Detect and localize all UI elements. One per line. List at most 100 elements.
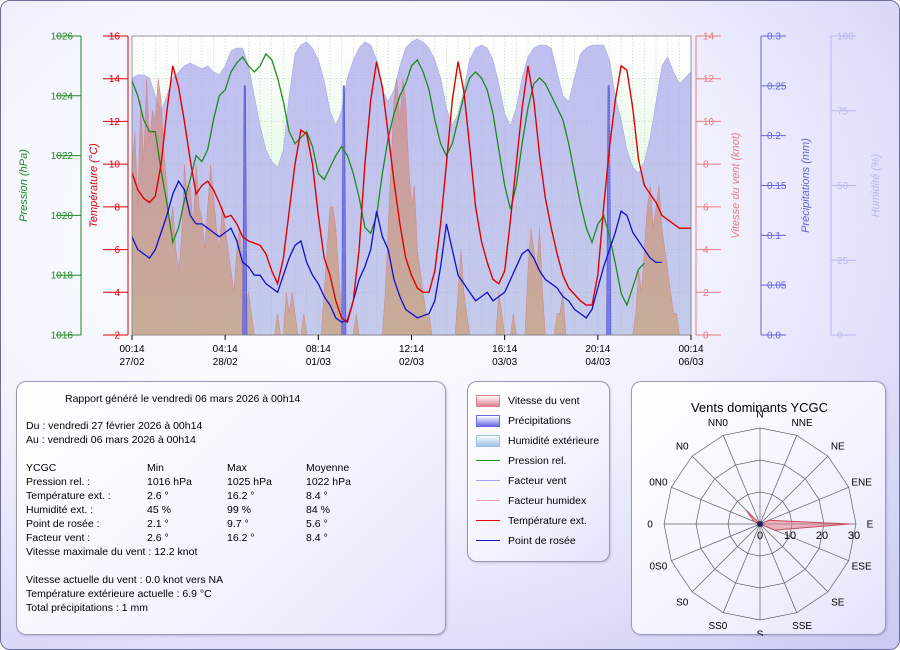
report-row-label: Pression rel. : (26, 476, 91, 488)
rose-spoke (722, 523, 761, 613)
pressure-tick-label: 1020 (51, 211, 74, 222)
legend-label: Humidité extérieure (508, 435, 600, 447)
temperature-axis-title: Température (°C) (88, 143, 100, 228)
temperature-tick-label: 6 (114, 245, 120, 256)
x-tick-time: 04:14 (213, 344, 238, 355)
x-tick-date: 03/03 (492, 357, 517, 368)
rose-spoke (691, 523, 761, 593)
humidity-tick-label: 100 (837, 32, 854, 43)
report-row-min: 2.1 ° (147, 518, 169, 530)
report-row-label: Facteur vent : (26, 532, 91, 544)
legend-swatch (476, 500, 500, 501)
report-panel: Rapport généré le vendredi 06 mars 2026 … (16, 381, 446, 635)
report-from: Du : vendredi 27 février 2026 à 00h14 (26, 420, 203, 432)
rose-spoke (722, 435, 761, 525)
rose-ring-label: 20 (816, 530, 828, 542)
report-current-wind: Vitesse actuelle du vent : 0.0 knot vers… (26, 574, 224, 586)
x-tick-date: 01/03 (306, 357, 331, 368)
report-row-avg: 1022 hPa (306, 476, 351, 488)
precip-tick-label: 0.1 (767, 231, 781, 242)
temperature-tick-label: 12 (109, 117, 121, 128)
precip-tick-label: 0.2 (767, 131, 781, 142)
report-current-temp: Température extérieure actuelle : 6.9 °C (26, 588, 212, 600)
wind-tick-label: 8 (703, 160, 709, 171)
legend-label: Pression rel. (508, 455, 567, 467)
temperature-tick-label: 2 (114, 331, 120, 342)
legend-item: Vitesse du vent (468, 394, 611, 408)
precip-axis-title: Précipitations (mm) (800, 138, 812, 233)
rose-direction-label: SE (831, 597, 845, 608)
report-generated: Rapport généré le vendredi 06 mars 2026 … (65, 393, 301, 405)
humidity-tick-label: 0 (837, 331, 843, 342)
report-header-station: YCGC (26, 462, 57, 474)
report-to: Au : vendredi 06 mars 2026 à 00h14 (26, 434, 196, 446)
humidity-tick-label: 50 (837, 181, 849, 192)
rose-direction-label: S (757, 630, 764, 637)
legend-item: Précipitations (468, 414, 611, 428)
legend-label: Point de rosée (508, 535, 576, 547)
wind-tick-label: 6 (703, 202, 709, 213)
x-tick-time: 08:14 (306, 344, 331, 355)
report-row-min: 2.6 ° (147, 532, 169, 544)
report-row-min: 45 % (147, 504, 171, 516)
x-tick-date: 04/03 (585, 357, 610, 368)
x-tick-time: 16:14 (492, 344, 517, 355)
report-row-avg: 84 % (306, 504, 330, 516)
legend-item: Humidité extérieure (468, 434, 611, 448)
legend-item: Point de rosée (468, 534, 611, 548)
temperature-tick-label: 16 (109, 32, 121, 43)
pressure-tick-label: 1026 (51, 32, 74, 43)
rose-spoke (759, 435, 798, 525)
legend-item: Facteur humidex (468, 494, 611, 508)
rose-spoke (759, 455, 829, 525)
report-row-max: 16.2 ° (227, 490, 255, 502)
legend-swatch (476, 540, 500, 541)
report-row-max: 1025 hPa (227, 476, 272, 488)
legend-label: Vitesse du vent (508, 395, 580, 407)
rose-direction-label: N0 (676, 442, 689, 453)
report-header-avg: Moyenne (306, 462, 350, 474)
x-tick-date: 27/02 (119, 357, 144, 368)
rose-center (757, 521, 763, 527)
x-tick-time: 00:14 (119, 344, 144, 355)
legend-label: Facteur humidex (508, 495, 587, 507)
report-total-precip: Total précipitations : 1 mm (26, 602, 148, 614)
report-row-avg: 5.6 ° (306, 518, 328, 530)
legend-item: Facteur vent (468, 474, 611, 488)
report-max-wind: Vitesse maximale du vent : 12.2 knot (26, 546, 198, 558)
report-row-label: Température ext. : (26, 490, 111, 502)
report-row-label: Point de rosée : (26, 518, 100, 530)
rose-direction-label: NN0 (708, 418, 728, 429)
rose-direction-label: SS0 (708, 621, 727, 632)
temperature-tick-label: 14 (109, 74, 121, 85)
precip-tick-label: 0.0 (767, 331, 781, 342)
x-tick-time: 20:14 (585, 344, 610, 355)
pressure-tick-label: 1024 (51, 91, 74, 102)
legend-swatch (476, 435, 500, 447)
wind-tick-label: 12 (703, 74, 715, 85)
precipitation-bars (242, 85, 612, 336)
rose-direction-label: N (756, 410, 763, 421)
legend-swatch (476, 415, 500, 427)
rose-ring-label: 30 (848, 530, 860, 542)
precip-tick-label: 0.15 (767, 181, 787, 192)
legend-item: Température ext. (468, 514, 611, 528)
chart-legend: Vitesse du vent Précipitations Humidité … (467, 381, 610, 562)
rose-direction-label: ESE (852, 562, 872, 573)
wind-axis-title: Vitesse du vent (knot) (730, 132, 742, 239)
dewpoint-line (131, 179, 662, 323)
report-row-min: 1016 hPa (147, 476, 192, 488)
report-row-avg: 8.4 ° (306, 532, 328, 544)
legend-label: Facteur vent (508, 475, 567, 487)
report-row-min: 2.6 ° (147, 490, 169, 502)
weather-chart: 00:14 27/02 04:14 28/02 08:14 01/03 12:14 02/03… (18, 32, 882, 369)
report-row-avg: 8.4 ° (306, 490, 328, 502)
rose-direction-label: NNE (792, 418, 813, 429)
rose-direction-label: 0N0 (649, 477, 668, 488)
rose-spoke (671, 523, 761, 562)
legend-swatch (476, 480, 500, 481)
humidity-axis-title: Humidité (%) (870, 153, 882, 217)
rose-direction-label: 0S0 (649, 562, 667, 573)
legend-label: Température ext. (508, 515, 587, 527)
